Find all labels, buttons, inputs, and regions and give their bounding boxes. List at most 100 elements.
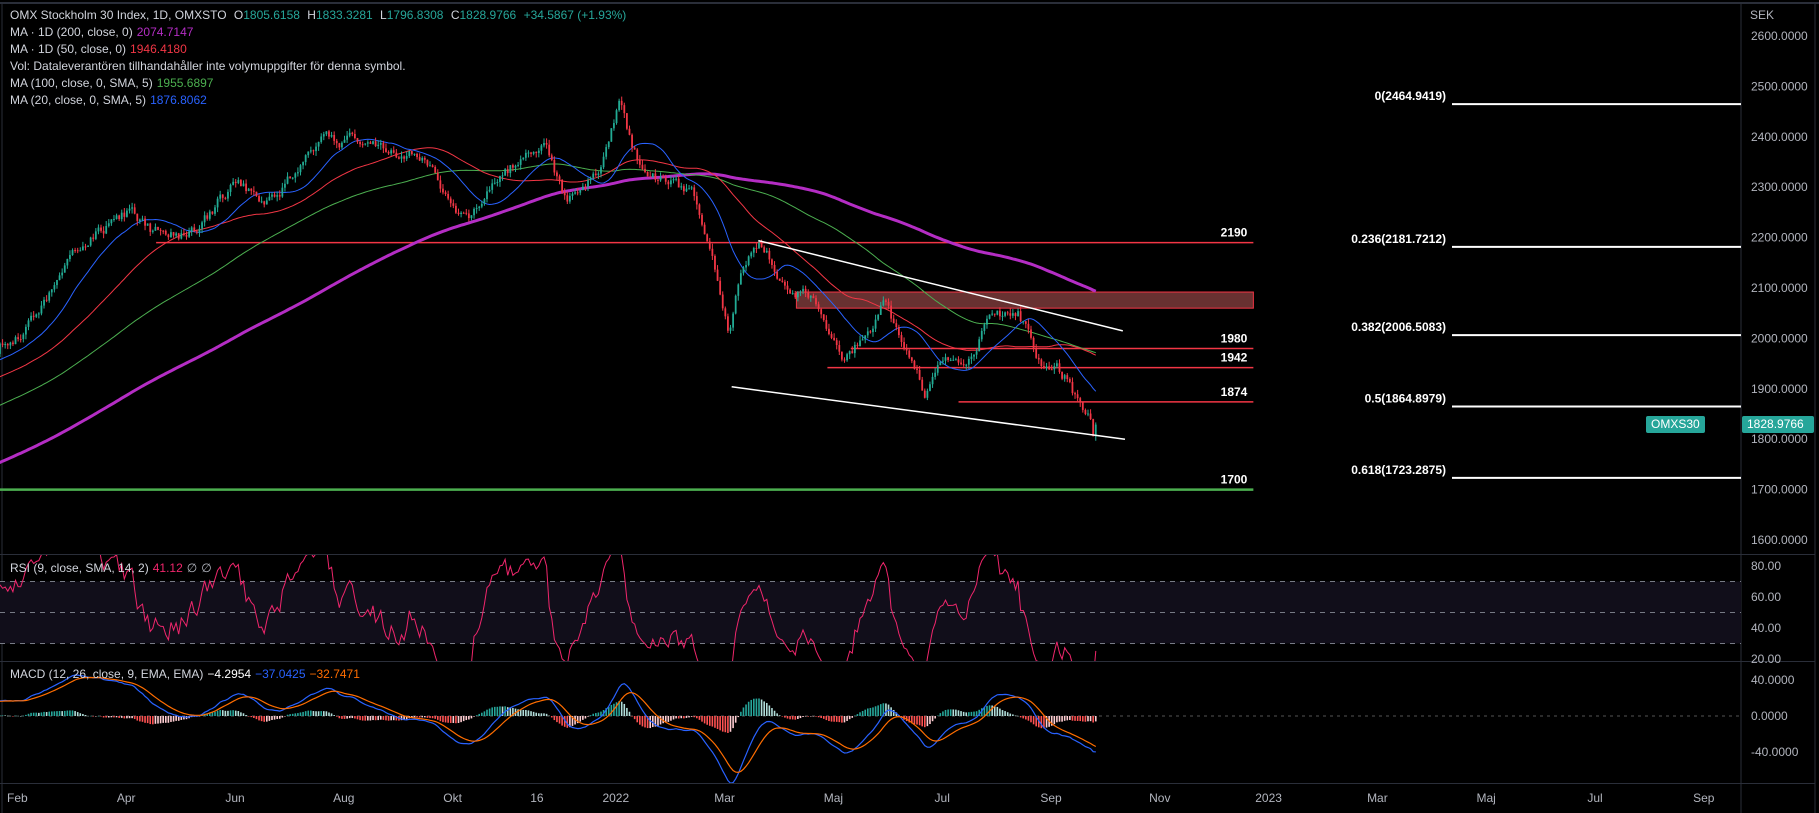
candle[interactable] (1087, 413, 1089, 415)
candle[interactable] (802, 288, 804, 292)
candle[interactable] (255, 191, 258, 197)
candle[interactable] (105, 225, 108, 234)
candle[interactable] (615, 110, 618, 124)
candle[interactable] (522, 157, 525, 160)
candle[interactable] (281, 187, 284, 197)
candle[interactable] (221, 194, 224, 198)
candle[interactable] (486, 191, 488, 200)
candle[interactable] (563, 191, 566, 196)
candle[interactable] (1074, 393, 1076, 395)
trendline-upper[interactable] (758, 239, 1123, 332)
candle[interactable] (869, 331, 872, 333)
candle[interactable] (799, 291, 802, 293)
candle[interactable] (30, 315, 32, 321)
candle[interactable] (786, 285, 789, 290)
candle[interactable] (535, 151, 538, 154)
candle[interactable] (701, 214, 703, 225)
candle[interactable] (910, 357, 913, 361)
candle[interactable] (851, 351, 854, 354)
candle[interactable] (136, 213, 139, 221)
resistance-zone[interactable] (795, 291, 1254, 309)
candle[interactable] (175, 233, 178, 236)
candle[interactable] (1045, 366, 1048, 368)
candle[interactable] (680, 186, 683, 188)
candle[interactable] (66, 258, 69, 266)
candle[interactable] (719, 280, 722, 295)
candle[interactable] (123, 212, 126, 217)
candle[interactable] (970, 356, 973, 359)
candle[interactable] (620, 100, 623, 106)
candle[interactable] (1, 343, 4, 345)
candle[interactable] (387, 151, 390, 154)
candle[interactable] (439, 180, 442, 189)
candle[interactable] (273, 194, 276, 197)
candle[interactable] (496, 181, 499, 183)
candle[interactable] (879, 305, 882, 315)
candle[interactable] (377, 144, 380, 147)
candle[interactable] (636, 149, 639, 160)
candle[interactable] (245, 183, 247, 192)
candle[interactable] (258, 196, 260, 202)
candle[interactable] (0, 343, 1, 354)
candle[interactable] (501, 175, 504, 177)
candle[interactable] (791, 293, 794, 295)
candle[interactable] (1066, 375, 1069, 380)
candle[interactable] (991, 313, 994, 315)
candle[interactable] (302, 162, 304, 166)
candle[interactable] (149, 223, 152, 232)
candle[interactable] (115, 215, 118, 219)
candle[interactable] (872, 328, 874, 333)
candle[interactable] (646, 171, 649, 177)
candle[interactable] (1094, 424, 1097, 437)
candle[interactable] (144, 218, 146, 226)
candle[interactable] (537, 150, 540, 154)
candle[interactable] (410, 151, 413, 155)
candle[interactable] (1004, 312, 1006, 316)
candle[interactable] (550, 155, 553, 160)
candle[interactable] (848, 351, 851, 355)
candle[interactable] (853, 344, 856, 354)
candle[interactable] (211, 211, 214, 214)
candle[interactable] (817, 304, 820, 310)
candle[interactable] (916, 368, 918, 370)
candle[interactable] (71, 250, 74, 256)
candle[interactable] (931, 376, 934, 385)
candle[interactable] (644, 168, 646, 172)
candle[interactable] (592, 173, 595, 178)
candle[interactable] (600, 167, 602, 174)
candle[interactable] (423, 157, 426, 160)
trendline-lower[interactable] (731, 386, 1126, 440)
candle[interactable] (747, 256, 750, 265)
candle[interactable] (208, 211, 211, 219)
candle[interactable] (897, 327, 900, 336)
candle[interactable] (960, 362, 962, 365)
candle[interactable] (442, 188, 444, 193)
candle[interactable] (745, 264, 747, 268)
candle[interactable] (825, 320, 828, 329)
candle[interactable] (457, 212, 460, 215)
candle[interactable] (431, 165, 434, 167)
candle[interactable] (190, 227, 193, 232)
fibonacci-levels[interactable]: 0(2464.9419) 0.236(2181.7212) 0.382(2006.5… (1351, 89, 1741, 479)
candle[interactable] (903, 342, 905, 350)
candle[interactable] (369, 142, 372, 144)
candle[interactable] (890, 305, 893, 319)
candle[interactable] (706, 234, 709, 242)
candle[interactable] (651, 173, 654, 178)
candle[interactable] (224, 197, 227, 199)
candle[interactable] (887, 301, 890, 306)
candle[interactable] (159, 229, 162, 231)
candle[interactable] (120, 212, 123, 220)
candle[interactable] (1001, 315, 1004, 317)
candle[interactable] (341, 142, 343, 148)
candle[interactable] (359, 141, 361, 145)
candle[interactable] (771, 259, 773, 266)
candle[interactable] (320, 136, 323, 142)
candle[interactable] (594, 173, 597, 176)
candle[interactable] (35, 314, 38, 317)
candles[interactable] (0, 96, 1097, 441)
candle[interactable] (859, 340, 861, 347)
candle[interactable] (265, 200, 268, 205)
candle[interactable] (714, 255, 716, 270)
candle[interactable] (1017, 311, 1019, 317)
